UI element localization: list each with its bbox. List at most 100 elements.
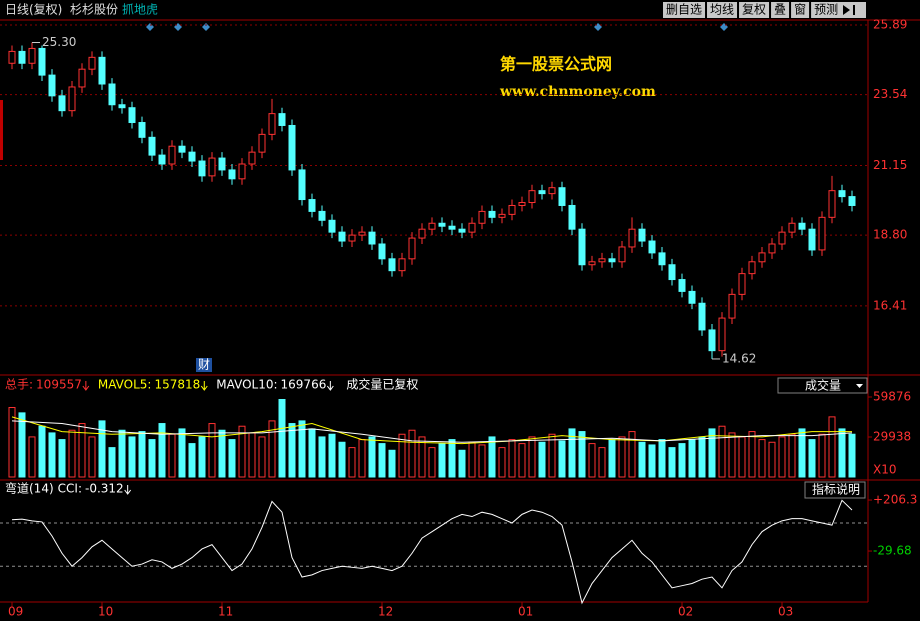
candle-body: [138, 122, 146, 138]
volume-bar: [848, 433, 856, 478]
candle-body: [8, 50, 16, 64]
volume-bar: [98, 420, 106, 478]
toolbar-button-label: 预测: [814, 3, 838, 17]
volume-bar: [588, 443, 596, 478]
volume-bar: [168, 433, 176, 478]
nav-button[interactable]: [838, 2, 866, 18]
event-badge[interactable]: [196, 358, 212, 372]
volume-bar: [58, 439, 66, 478]
down-arrow: [124, 485, 132, 495]
volume-bar: [348, 447, 356, 478]
candle-body: [88, 56, 96, 70]
candle-body: [168, 145, 176, 165]
volume-bar: [298, 420, 306, 478]
volume-bar: [78, 423, 86, 478]
candle-body: [738, 273, 746, 295]
candle-body: [558, 187, 566, 206]
edge-mark: [0, 100, 3, 160]
toolbar-button[interactable]: [663, 2, 706, 18]
low-label: 14.62: [722, 351, 756, 365]
candle-body: [528, 190, 536, 204]
volume-bar: [738, 436, 746, 478]
volume-bar: [678, 443, 686, 478]
volume-bar: [628, 431, 636, 478]
candle-body: [608, 258, 616, 263]
scale-label: X10: [873, 463, 897, 477]
candle-body: [318, 210, 326, 221]
volume-bar: [508, 439, 516, 478]
volume-bar: [308, 428, 316, 478]
volume-bar: [88, 436, 96, 478]
candle-body: [848, 196, 856, 206]
candle-body: [388, 258, 396, 272]
stock-name: 杉杉股份: [70, 3, 118, 17]
volume-bar: [328, 433, 336, 478]
x-tick-label: 12: [378, 605, 393, 619]
volume-bar: [208, 423, 216, 478]
volume-bar: [128, 436, 136, 478]
candle-body: [228, 169, 236, 180]
candle-body: [708, 329, 716, 352]
candle-body: [448, 225, 456, 230]
volume-bar: [728, 432, 736, 478]
volume-bar: [478, 444, 486, 478]
candle-body: [538, 190, 546, 195]
event-marker: 财: [198, 358, 210, 372]
volume-bar: [438, 443, 446, 478]
volume-bar: [28, 436, 36, 478]
candle-body: [358, 231, 366, 236]
volume-bar: [198, 436, 206, 478]
help-button[interactable]: [804, 481, 866, 499]
legend-label: MAVOL10:: [216, 378, 277, 392]
volume-bar: [698, 436, 706, 478]
down-arrow: [200, 381, 208, 391]
candle-body: [468, 222, 476, 233]
toolbar-button-label: 均线: [710, 3, 734, 17]
candle-body: [118, 104, 126, 109]
legend-label: CCI:: [58, 482, 82, 496]
volume-bar: [278, 399, 286, 478]
candle-body: [598, 258, 606, 263]
candle-body: [248, 151, 256, 165]
candle-body: [68, 86, 76, 112]
toolbar-button[interactable]: [811, 2, 842, 18]
ma-line: [11, 416, 852, 445]
candle-body: [158, 154, 166, 165]
volume-bar: [458, 449, 466, 478]
dropdown-icon: [856, 384, 863, 388]
toolbar-button-label: 复权: [742, 3, 766, 17]
y-tick-label: 23.54: [873, 87, 907, 101]
volume-bar: [548, 433, 556, 478]
toolbar-button-label: 删自选: [666, 3, 702, 17]
volume-bar: [48, 432, 56, 478]
toolbar-button[interactable]: [791, 2, 810, 18]
volume-bar: [148, 439, 156, 478]
toolbar-button[interactable]: [771, 2, 790, 18]
volume-bar: [358, 439, 366, 478]
volume-bar: [648, 444, 656, 478]
candle-body: [688, 290, 696, 304]
legend-value: -0.312: [85, 482, 124, 496]
toolbar-button[interactable]: [707, 2, 738, 18]
toolbar-button[interactable]: [739, 2, 770, 18]
candle-body: [428, 222, 436, 230]
volume-bar: [448, 439, 456, 478]
volume-bar: [38, 425, 46, 478]
volume-bar: [618, 436, 626, 478]
candle-body: [178, 145, 186, 153]
candle-body: [478, 210, 486, 224]
volume-bar: [318, 436, 326, 478]
indicator-selector[interactable]: [777, 377, 868, 394]
candle-body: [108, 83, 116, 106]
volume-bar: [718, 425, 726, 478]
volume-bar: [258, 436, 266, 478]
volume-bar: [688, 439, 696, 478]
candle-body: [98, 56, 106, 85]
candle-body: [698, 302, 706, 331]
legend-label: MAVOL5:: [98, 378, 152, 392]
candle-body: [498, 213, 506, 218]
x-tick-label: 01: [518, 605, 533, 619]
